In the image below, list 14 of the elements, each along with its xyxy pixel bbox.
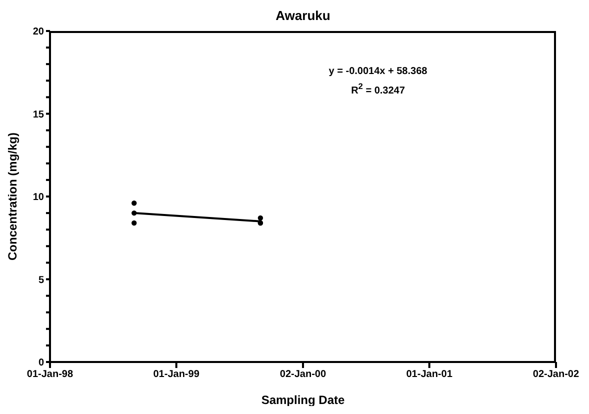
x-tick-label: 02-Jan-02 bbox=[532, 369, 580, 380]
x-tick-label: 01-Jan-01 bbox=[406, 369, 453, 380]
chart-title: Awaruku bbox=[274, 8, 332, 23]
y-tick-label: 15 bbox=[32, 109, 44, 120]
y-tick-label: 5 bbox=[38, 274, 44, 286]
y-tick-label: 0 bbox=[38, 358, 44, 369]
x-tick-label: 02-Jan-00 bbox=[280, 369, 327, 380]
x-tick-label: 01-Jan-99 bbox=[153, 369, 200, 380]
annotation: R$^{2}$ = 0.3247 bbox=[350, 80, 406, 98]
y-axis-title: Concentration (mg/kg) bbox=[5, 132, 20, 260]
x-tick-label: 01-Jan-98 bbox=[26, 369, 74, 380]
y-tick-label: 20 bbox=[32, 26, 44, 38]
annotation: y = -0.0014x + 58.368 bbox=[328, 65, 428, 79]
y-tick-label: 10 bbox=[32, 192, 44, 204]
